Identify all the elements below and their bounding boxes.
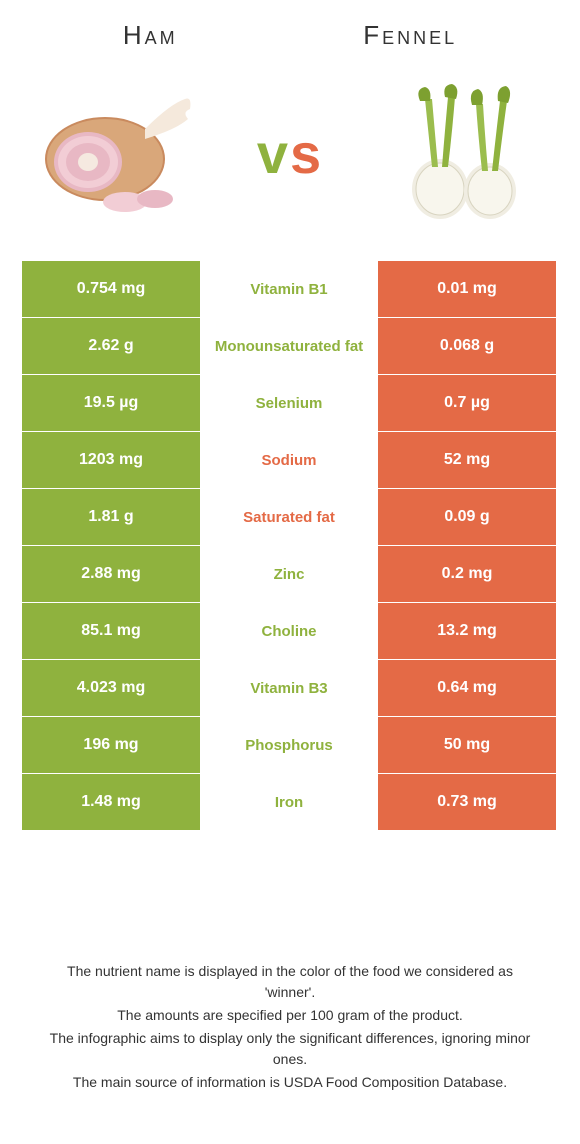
footer-line-2: The amounts are specified per 100 gram o… [40, 1005, 540, 1026]
right-food-title: Fennel [363, 20, 457, 51]
vs-label: vs [257, 121, 323, 186]
right-value: 0.09 g [378, 489, 556, 546]
footer-line-4: The main source of information is USDA F… [40, 1072, 540, 1093]
footer-notes: The nutrient name is displayed in the co… [40, 961, 540, 1093]
nutrient-label: Selenium [200, 375, 378, 432]
right-value: 52 mg [378, 432, 556, 489]
nutrient-label: Monounsaturated fat [200, 318, 378, 375]
table-row: 1203 mgSodium52 mg [22, 432, 558, 489]
comparison-table: 0.754 mgVitamin B10.01 mg2.62 gMonounsat… [22, 261, 558, 831]
nutrient-label: Zinc [200, 546, 378, 603]
fennel-image [380, 79, 550, 229]
table-row: 0.754 mgVitamin B10.01 mg [22, 261, 558, 318]
footer-line-1: The nutrient name is displayed in the co… [40, 961, 540, 1003]
right-value: 0.01 mg [378, 261, 556, 318]
images-row: vs [0, 61, 580, 261]
table-row: 4.023 mgVitamin B30.64 mg [22, 660, 558, 717]
right-value: 0.7 µg [378, 375, 556, 432]
table-row: 196 mgPhosphorus50 mg [22, 717, 558, 774]
left-value: 1203 mg [22, 432, 200, 489]
table-row: 85.1 mgCholine13.2 mg [22, 603, 558, 660]
left-value: 85.1 mg [22, 603, 200, 660]
right-value: 0.2 mg [378, 546, 556, 603]
right-value: 0.64 mg [378, 660, 556, 717]
nutrient-label: Vitamin B3 [200, 660, 378, 717]
left-value: 1.48 mg [22, 774, 200, 831]
left-value: 2.62 g [22, 318, 200, 375]
ham-icon [30, 84, 200, 224]
right-value: 0.73 mg [378, 774, 556, 831]
nutrient-label: Sodium [200, 432, 378, 489]
ham-image [30, 79, 200, 229]
table-row: 2.62 gMonounsaturated fat0.068 g [22, 318, 558, 375]
nutrient-label: Iron [200, 774, 378, 831]
left-value: 2.88 mg [22, 546, 200, 603]
header: Ham Fennel [0, 0, 580, 61]
footer-line-3: The infographic aims to display only the… [40, 1028, 540, 1070]
right-value: 50 mg [378, 717, 556, 774]
table-row: 1.48 mgIron0.73 mg [22, 774, 558, 831]
right-value: 0.068 g [378, 318, 556, 375]
right-value: 13.2 mg [378, 603, 556, 660]
left-food-title: Ham [123, 20, 178, 51]
table-row: 2.88 mgZinc0.2 mg [22, 546, 558, 603]
left-value: 1.81 g [22, 489, 200, 546]
table-row: 1.81 gSaturated fat0.09 g [22, 489, 558, 546]
left-value: 196 mg [22, 717, 200, 774]
nutrient-label: Saturated fat [200, 489, 378, 546]
nutrient-label: Phosphorus [200, 717, 378, 774]
table-row: 19.5 µgSelenium0.7 µg [22, 375, 558, 432]
left-value: 4.023 mg [22, 660, 200, 717]
fennel-icon [390, 79, 540, 229]
left-value: 19.5 µg [22, 375, 200, 432]
left-value: 0.754 mg [22, 261, 200, 318]
nutrient-label: Vitamin B1 [200, 261, 378, 318]
nutrient-label: Choline [200, 603, 378, 660]
